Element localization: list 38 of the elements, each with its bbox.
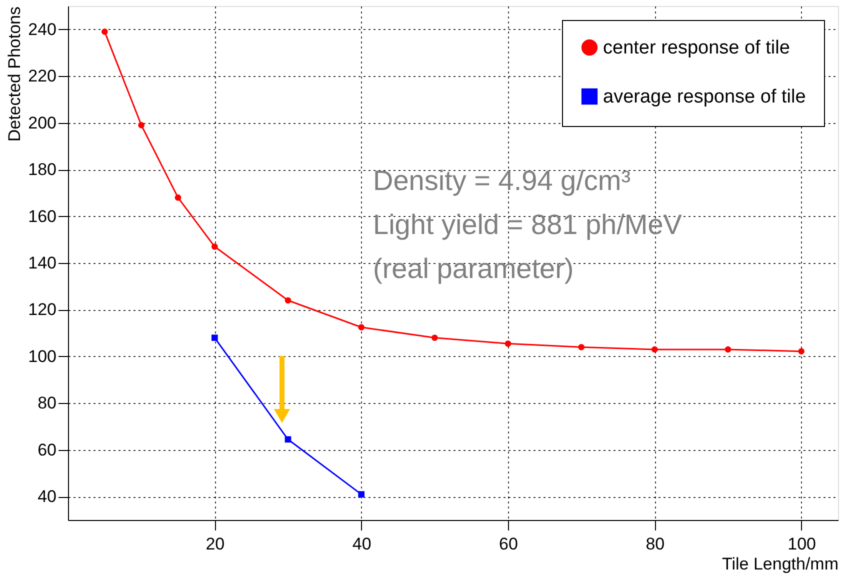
- legend-label: center response of tile: [603, 38, 790, 58]
- point: [358, 324, 364, 330]
- annotation: (real parameter): [373, 253, 574, 284]
- annotation: Density = 4.94 g/cm³: [373, 165, 631, 196]
- x-tick-label: 20: [206, 534, 225, 554]
- point: [284, 436, 292, 443]
- point: [652, 346, 658, 353]
- point: [504, 340, 512, 347]
- point: [798, 348, 804, 354]
- point: [432, 334, 438, 341]
- point: [284, 297, 292, 304]
- y-axis-title: Detected Photons: [5, 6, 24, 142]
- y-tick-label: 120: [28, 300, 56, 320]
- y-tick-label: 160: [28, 206, 56, 226]
- x-tick-label: 80: [646, 534, 665, 554]
- point: [578, 344, 584, 350]
- y-tick-label: 80: [38, 394, 56, 413]
- x-tick-label: 100: [788, 534, 816, 554]
- y-tick-label: 180: [28, 160, 56, 180]
- x-tick-label: 40: [352, 534, 372, 554]
- x-axis-title: Tile Length/mm: [722, 554, 838, 574]
- x-tick-label: 60: [499, 534, 518, 554]
- y-tick-label: 140: [28, 254, 56, 272]
- y-tick-label: 220: [28, 66, 56, 86]
- legend-label: average response of tile: [603, 86, 806, 108]
- point: [174, 194, 182, 201]
- y-tick-label: 100: [28, 346, 56, 366]
- point: [724, 346, 732, 353]
- point: [358, 491, 364, 498]
- y-tick-label: 60: [38, 440, 56, 460]
- point: [138, 122, 144, 128]
- point: [102, 28, 108, 35]
- y-tick-label: 200: [28, 113, 56, 132]
- point: [212, 334, 218, 341]
- y-tick-label: 240: [28, 20, 56, 39]
- annotation: Light yield = 881 ph/MeV: [373, 209, 682, 240]
- y-tick-label: 40: [38, 487, 56, 506]
- point: [212, 243, 218, 250]
